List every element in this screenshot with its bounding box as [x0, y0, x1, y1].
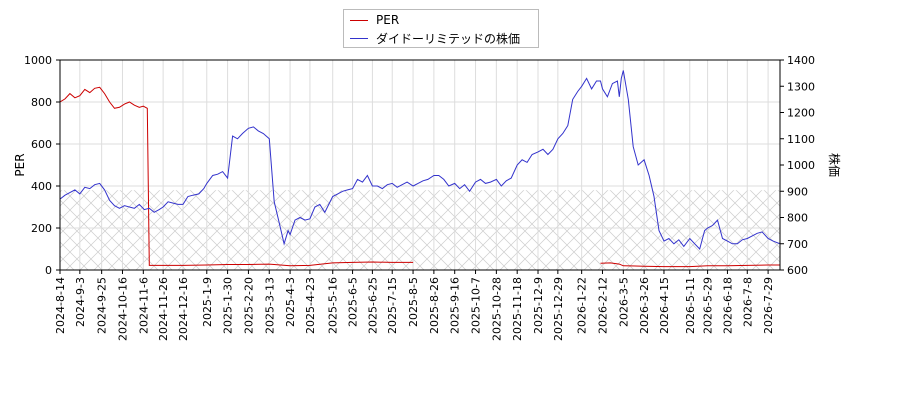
x-tick-label: 2026-7-8 — [741, 277, 754, 327]
x-tick-label: 2025-12-29 — [552, 277, 565, 341]
x-tick-label: 2024-12-16 — [177, 277, 190, 341]
x-tick-label: 2024-9-3 — [74, 277, 87, 327]
x-tick-label: 2025-10-28 — [490, 277, 503, 341]
x-tick-label: 2025-1-30 — [222, 277, 235, 334]
x-tick-label: 2026-6-18 — [721, 277, 734, 334]
shaded-band — [60, 190, 780, 270]
legend-item-stock-price: ダイドーリミテッドの株価 — [350, 30, 520, 46]
legend-swatch-per — [350, 19, 368, 21]
x-tick-label: 2026-7-29 — [762, 277, 775, 334]
x-tick-label: 2025-1-9 — [201, 277, 214, 327]
legend-label-stock-price: ダイドーリミテッドの株価 — [376, 31, 521, 46]
x-tick-label: 2026-4-15 — [658, 277, 671, 334]
series-line-per — [600, 262, 780, 268]
legend-label-per: PER — [376, 13, 400, 27]
y2-tick-label: 1200 — [787, 107, 815, 120]
x-tick-label: 2025-2-20 — [242, 277, 255, 334]
x-tick-label: 2025-11-18 — [511, 277, 524, 341]
series-line-per — [60, 86, 414, 267]
y2-tick-label: 1000 — [787, 159, 815, 172]
x-tick-label: 2025-8-5 — [407, 277, 420, 327]
x-tick-label: 2024-10-16 — [116, 277, 129, 341]
x-tick-label: 2025-5-16 — [327, 277, 340, 334]
x-tick-label: 2025-3-13 — [263, 277, 276, 334]
x-tick-label: 2025-10-7 — [470, 277, 483, 334]
x-tick-label: 2025-4-3 — [284, 277, 297, 327]
y2-tick-label: 1300 — [787, 80, 815, 93]
x-tick-label: 2024-9-25 — [96, 277, 109, 334]
x-tick-label: 2026-1-22 — [576, 277, 589, 334]
y2-tick-label: 800 — [787, 212, 808, 225]
y2-tick-label: 1400 — [787, 54, 815, 67]
x-tick-label: 2026-5-11 — [684, 277, 697, 334]
x-tick-label: 2025-12-9 — [532, 277, 545, 334]
x-tick-label: 2026-2-12 — [596, 277, 609, 334]
y-tick-label: 800 — [31, 96, 52, 109]
y2-tick-label: 700 — [787, 238, 808, 251]
y-tick-label: 200 — [31, 222, 52, 235]
y2-tick-label: 900 — [787, 185, 808, 198]
x-tick-label: 2025-6-25 — [366, 277, 379, 334]
legend-swatch-stock-price — [350, 37, 368, 39]
x-tick-label: 2026-3-26 — [638, 277, 651, 334]
y2-tick-label: 1100 — [787, 133, 815, 146]
x-tick-label: 2026-3-5 — [617, 277, 630, 327]
y-tick-label: 400 — [31, 180, 52, 193]
x-tick-label: 2025-7-15 — [386, 277, 399, 334]
x-tick-label: 2024-8-14 — [54, 277, 67, 334]
y2-tick-label: 600 — [787, 264, 808, 277]
x-tick-label: 2026-5-29 — [702, 277, 715, 334]
y-tick-label: 1000 — [24, 54, 52, 67]
y-tick-label: 0 — [45, 264, 52, 277]
x-tick-label: 2024-11-6 — [137, 277, 150, 334]
y-axis-label: PER — [13, 153, 27, 176]
x-tick-label: 2024-11-26 — [157, 277, 170, 341]
x-tick-label: 2025-6-5 — [347, 277, 360, 327]
legend-item-per: PER — [350, 12, 399, 28]
y2-axis-label: 株価 — [827, 153, 842, 177]
y-tick-label: 600 — [31, 138, 52, 151]
legend: PER ダイドーリミテッドの株価 — [343, 9, 539, 48]
x-tick-label: 2025-4-23 — [304, 277, 317, 334]
x-tick-label: 2025-9-16 — [449, 277, 462, 334]
x-tick-label: 2025-8-26 — [428, 277, 441, 334]
series-line-stock-price — [60, 70, 780, 250]
